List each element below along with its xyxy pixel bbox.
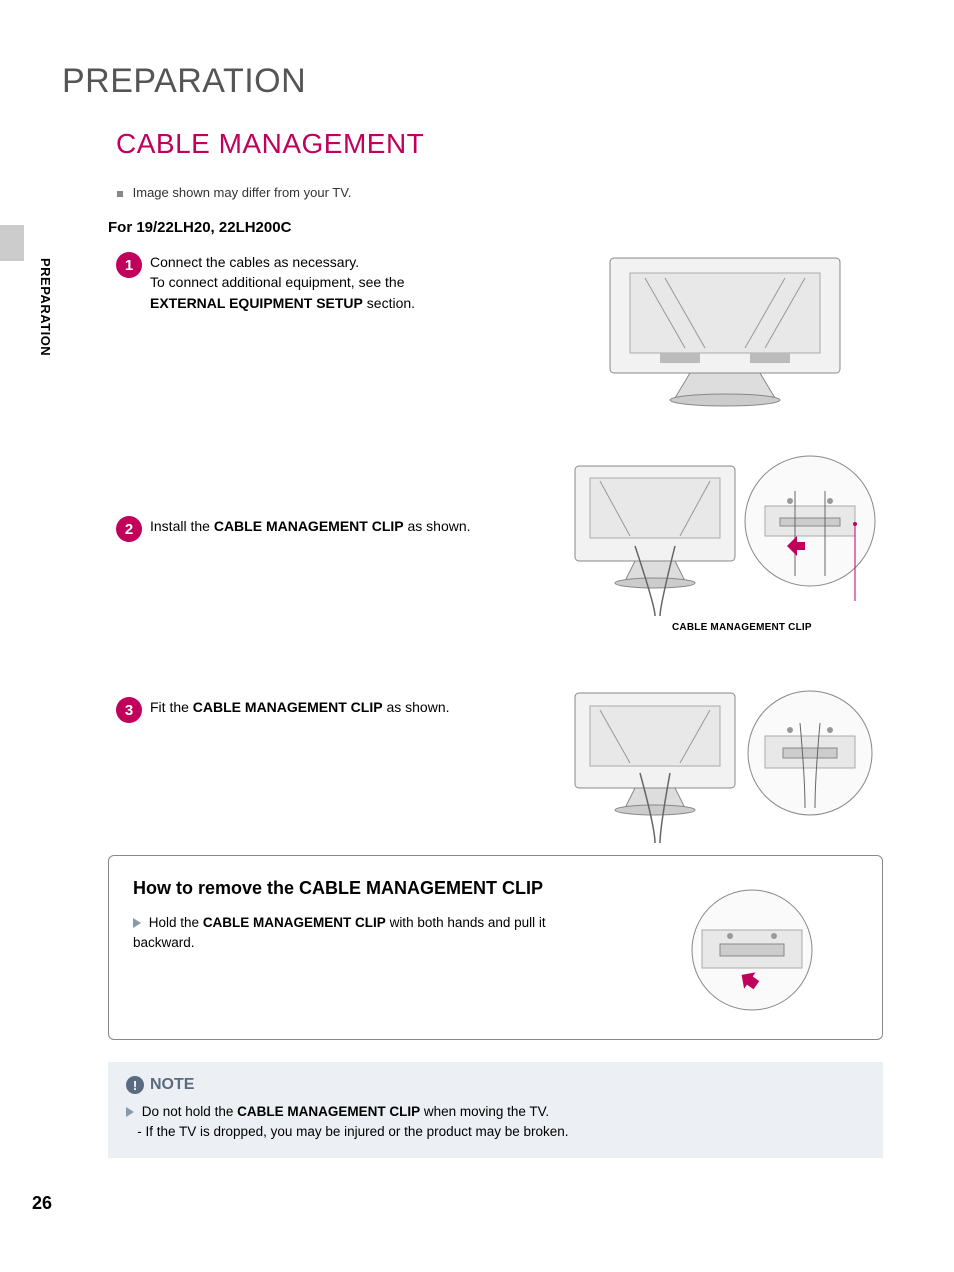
triangle-bullet-icon [133, 918, 141, 928]
triangle-bullet-icon [126, 1107, 134, 1117]
side-label: PREPARATION [38, 258, 53, 356]
step-badge-2: 2 [116, 516, 142, 542]
step-2-pre: Install the [150, 518, 214, 534]
removal-box-text: Hold the CABLE MANAGEMENT CLIP with both… [133, 913, 603, 952]
tv-back-illustration-1-icon [590, 248, 860, 418]
note-line1-post: when moving the TV. [420, 1104, 549, 1119]
section-title: CABLE MANAGEMENT [116, 128, 424, 160]
step-1-line2c: section. [363, 295, 415, 311]
tv-back-illustration-3-icon [565, 678, 885, 848]
note-header: ! NOTE [126, 1076, 865, 1094]
step-1: 1 Connect the cables as necessary. To co… [116, 252, 415, 313]
note-line2: - If the TV is dropped, you may be injur… [137, 1124, 568, 1139]
step-2-bold: CABLE MANAGEMENT CLIP [214, 518, 404, 534]
square-bullet-icon [117, 191, 123, 197]
model-line: For 19/22LH20, 22LH200C [108, 219, 291, 236]
step-3: 3 Fit the CABLE MANAGEMENT CLIP as shown… [116, 697, 450, 723]
figure-removal [642, 888, 862, 1018]
step-3-bold: CABLE MANAGEMENT CLIP [193, 699, 383, 715]
step-badge-1: 1 [116, 252, 142, 278]
step-1-line2a: To connect additional equipment, see the [150, 274, 405, 290]
step-3-pre: Fit the [150, 699, 193, 715]
note-line1-bold: CABLE MANAGEMENT CLIP [237, 1104, 420, 1119]
step-2: 2 Install the CABLE MANAGEMENT CLIP as s… [116, 516, 471, 542]
note-line1-pre: Do not hold the [142, 1104, 237, 1119]
step-1-line1: Connect the cables as necessary. [150, 254, 359, 270]
step-1-bold: EXTERNAL EQUIPMENT SETUP [150, 295, 363, 311]
figure-step-2 [565, 446, 885, 626]
tv-back-illustration-2-icon [565, 446, 885, 626]
note-header-text: NOTE [150, 1076, 194, 1094]
figure-step-3 [565, 678, 885, 848]
tv-back-illustration-removal-icon [642, 888, 862, 1018]
side-tab [0, 225, 24, 261]
removal-pre: Hold the [149, 915, 203, 930]
step-2-text: Install the CABLE MANAGEMENT CLIP as sho… [150, 516, 471, 536]
step-1-text: Connect the cables as necessary. To conn… [150, 252, 415, 313]
clip-callout-label: CABLE MANAGEMENT CLIP [672, 622, 812, 633]
step-2-post: as shown. [404, 518, 471, 534]
figure-step-1 [590, 248, 860, 418]
note-body: Do not hold the CABLE MANAGEMENT CLIP wh… [126, 1102, 865, 1143]
page-title: PREPARATION [62, 62, 306, 101]
step-3-text: Fit the CABLE MANAGEMENT CLIP as shown. [150, 697, 450, 717]
image-note: Image shown may differ from your TV. [117, 185, 351, 200]
removal-bold: CABLE MANAGEMENT CLIP [203, 915, 386, 930]
note-box: ! NOTE Do not hold the CABLE MANAGEMENT … [108, 1062, 883, 1158]
page-number: 26 [32, 1193, 52, 1214]
step-badge-3: 3 [116, 697, 142, 723]
image-note-text: Image shown may differ from your TV. [133, 185, 352, 200]
step-3-post: as shown. [383, 699, 450, 715]
note-alert-icon: ! [126, 1076, 144, 1094]
